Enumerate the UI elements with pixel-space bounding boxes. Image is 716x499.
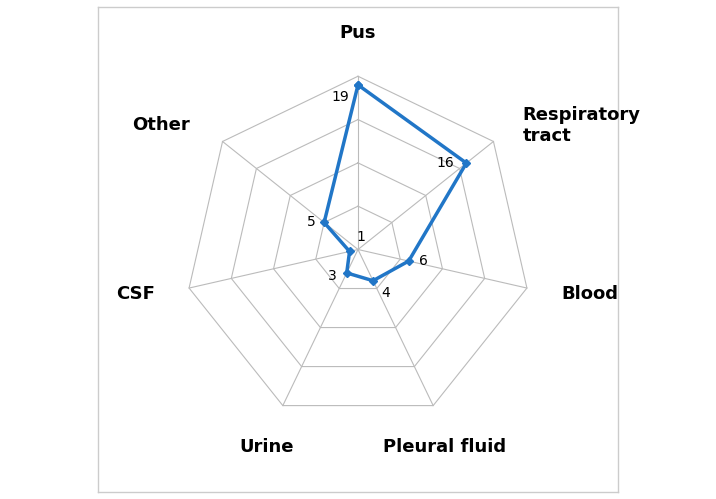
Text: Pus: Pus [340,23,376,41]
Text: 16: 16 [437,156,454,170]
Text: 4: 4 [382,286,390,300]
Text: CSF: CSF [116,285,155,303]
Text: Blood: Blood [561,285,618,303]
Text: 3: 3 [328,269,337,283]
Text: 1: 1 [357,231,365,245]
Text: 19: 19 [332,90,349,104]
Text: Pleural fluid: Pleural fluid [383,438,506,456]
Text: 6: 6 [419,254,428,268]
Text: Other: Other [132,116,190,134]
Text: Urine: Urine [239,438,294,456]
Text: 5: 5 [306,216,316,230]
Text: Respiratory
tract: Respiratory tract [523,106,640,145]
